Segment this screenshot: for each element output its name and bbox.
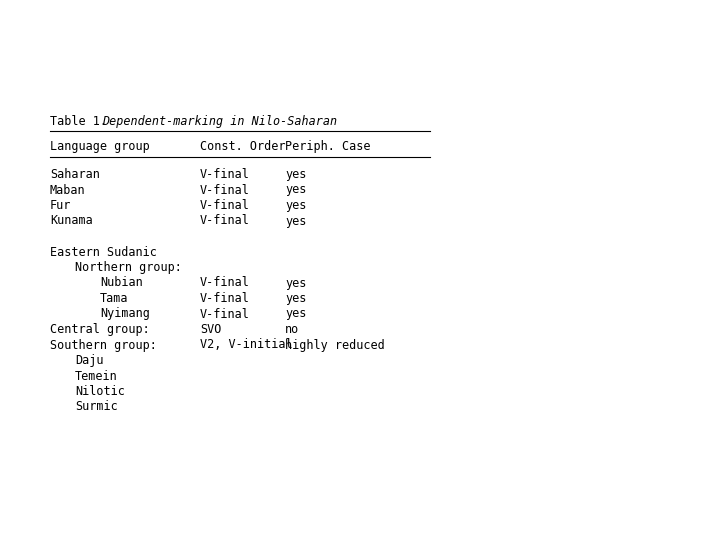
Text: yes: yes <box>285 184 307 197</box>
Text: Southern group:: Southern group: <box>50 339 157 352</box>
Text: Kunama: Kunama <box>50 214 93 227</box>
Text: Periph. Case: Periph. Case <box>285 140 371 153</box>
Text: yes: yes <box>285 214 307 227</box>
Text: Table 1.: Table 1. <box>50 115 114 128</box>
Text: yes: yes <box>285 168 307 181</box>
Text: Language group: Language group <box>50 140 150 153</box>
Text: highly reduced: highly reduced <box>285 339 384 352</box>
Text: V2, V-initial: V2, V-initial <box>200 339 292 352</box>
Text: Const. Order: Const. Order <box>200 140 286 153</box>
Text: V-final: V-final <box>200 184 250 197</box>
Text: Dependent-marking in Nilo-Saharan: Dependent-marking in Nilo-Saharan <box>102 115 337 128</box>
Text: Tama: Tama <box>100 292 128 305</box>
Text: no: no <box>285 323 300 336</box>
Text: Temein: Temein <box>75 369 118 382</box>
Text: Eastern Sudanic: Eastern Sudanic <box>50 246 157 259</box>
Text: Northern group:: Northern group: <box>75 261 182 274</box>
Text: Nyimang: Nyimang <box>100 307 150 321</box>
Text: V-final: V-final <box>200 276 250 289</box>
Text: Central group:: Central group: <box>50 323 150 336</box>
Text: V-final: V-final <box>200 214 250 227</box>
Text: yes: yes <box>285 199 307 212</box>
Text: V-final: V-final <box>200 199 250 212</box>
Text: Nilotic: Nilotic <box>75 385 125 398</box>
Text: Fur: Fur <box>50 199 71 212</box>
Text: V-final: V-final <box>200 307 250 321</box>
Text: SVO: SVO <box>200 323 221 336</box>
Text: Saharan: Saharan <box>50 168 100 181</box>
Text: yes: yes <box>285 292 307 305</box>
Text: Surmic: Surmic <box>75 401 118 414</box>
Text: yes: yes <box>285 307 307 321</box>
Text: Nubian: Nubian <box>100 276 143 289</box>
Text: V-final: V-final <box>200 168 250 181</box>
Text: yes: yes <box>285 276 307 289</box>
Text: Maban: Maban <box>50 184 86 197</box>
Text: Daju: Daju <box>75 354 104 367</box>
Text: V-final: V-final <box>200 292 250 305</box>
